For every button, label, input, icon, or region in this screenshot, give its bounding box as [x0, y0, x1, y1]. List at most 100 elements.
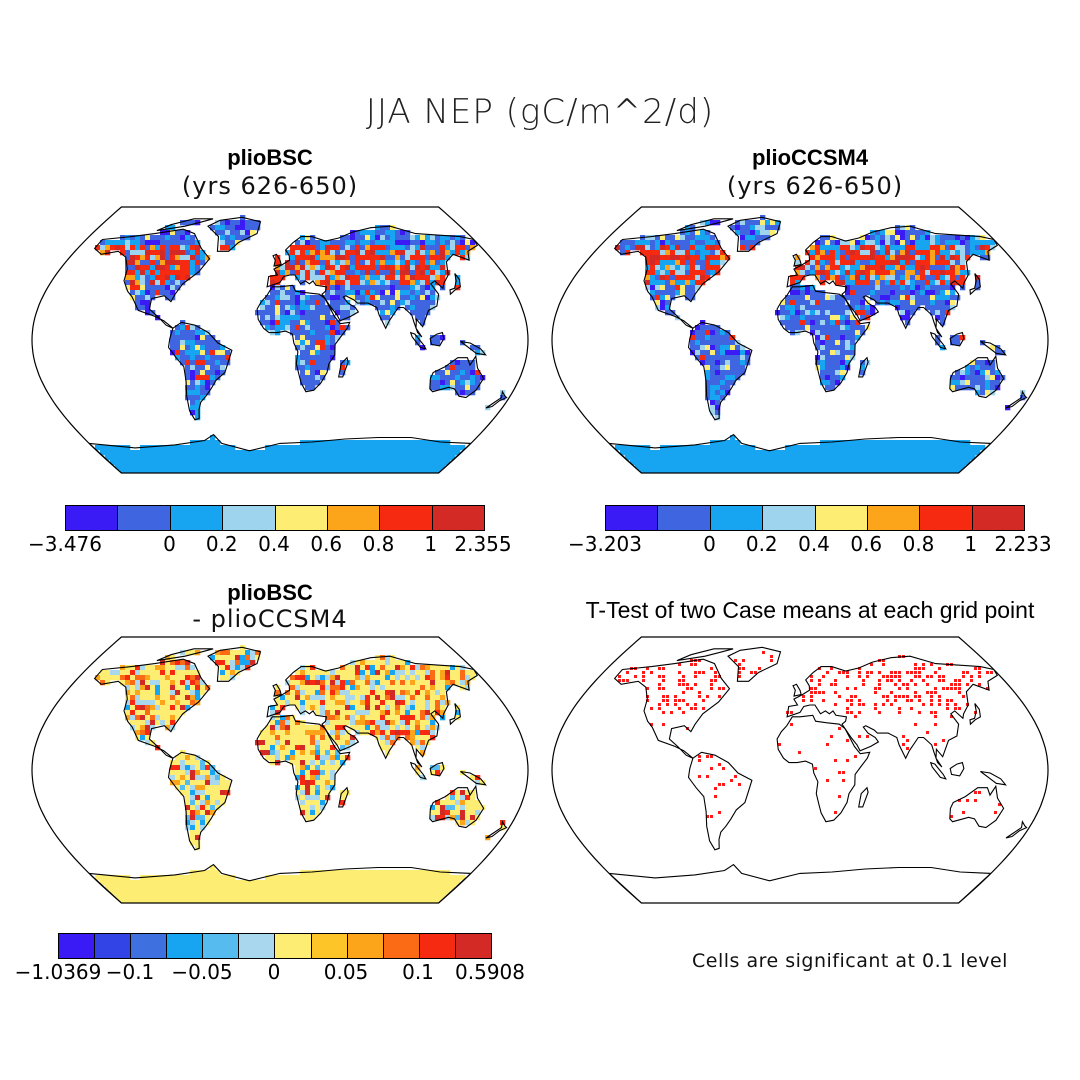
panel1-map-cell	[170, 270, 176, 276]
panel2-map-cell	[665, 260, 671, 266]
panel1-map-coastline-africa	[256, 284, 351, 393]
panel3-map-cell	[330, 705, 336, 711]
panel2-map-cell	[745, 350, 751, 356]
panel3-map-cell	[145, 730, 151, 736]
panel2-map-cell	[820, 375, 826, 381]
panel1-map-cell	[195, 240, 201, 246]
panel2-map-cell	[895, 240, 901, 246]
panel1-map-cell	[330, 265, 336, 271]
panel2-map-cell	[800, 305, 806, 311]
panel3-map-cell	[290, 700, 296, 706]
panel3-map-cell	[230, 900, 236, 903]
panel4-map-signif-cell	[682, 683, 685, 686]
panel3-map-cell	[320, 790, 326, 796]
panel3-map-cell	[470, 815, 476, 821]
panel3-map-cell	[170, 675, 176, 681]
panel2-map-cell	[870, 280, 876, 286]
panel1-map-cell	[370, 285, 376, 291]
panel1-map-cell	[100, 250, 106, 256]
panel3-map-cell	[410, 900, 416, 903]
panel2-map-cell	[925, 455, 931, 461]
panel3-map-cell	[175, 685, 181, 691]
panel3-map-cell	[140, 710, 146, 716]
panel3-map-cell	[195, 840, 201, 846]
panel1-map-cell	[395, 470, 401, 473]
panel2-map-cell	[975, 375, 981, 381]
panel1-map-cell	[330, 470, 336, 473]
panel1-map-cell	[190, 390, 196, 396]
panel3-map-cell	[285, 895, 291, 901]
panel2-map-cell	[950, 465, 956, 471]
panel1-map-cell	[125, 235, 131, 241]
panel2-map-cell	[795, 270, 801, 276]
panel1-map-cell	[300, 305, 306, 311]
panel2-map-cell	[730, 370, 736, 376]
panel1-map-cell	[320, 445, 326, 451]
panel1-map-cell	[440, 255, 446, 261]
panel2-map-cell	[845, 240, 851, 246]
panel3-map-cell	[390, 900, 396, 903]
panel1-map-cell	[385, 315, 391, 321]
panel1-map-cell	[400, 260, 406, 266]
panel3-map-cell	[415, 690, 421, 696]
panel2-map-cell	[710, 350, 716, 356]
panel3-map-cell	[190, 755, 196, 761]
panel2-map-cell	[830, 375, 836, 381]
panel2-map-cell	[820, 370, 826, 376]
panel2-map-cell	[640, 250, 646, 256]
panel3-map-cell	[320, 765, 326, 771]
panel3-map-cell	[395, 710, 401, 716]
panel1-map-cell	[275, 450, 281, 456]
panel1-map-cell	[185, 460, 191, 466]
panel2-map-cell	[805, 260, 811, 266]
panel2-map-cell	[815, 295, 821, 301]
panel1-map-cell	[110, 460, 116, 466]
panel1-map-cell	[205, 340, 211, 346]
panel1-map-cell	[410, 310, 416, 316]
panel1-map-cell	[350, 240, 356, 246]
panel2-map-cell	[750, 465, 756, 471]
panel2-map-cell	[785, 300, 791, 306]
panel2-map-cell	[935, 275, 941, 281]
panel2-map-cell	[885, 450, 891, 456]
panel3-map-cell	[310, 755, 316, 761]
panel3-map-cell	[180, 890, 186, 896]
panel3-map-cell	[255, 900, 261, 903]
panel1-map-cell	[250, 230, 256, 236]
panel2-map-cell	[895, 280, 901, 286]
panel2-map-cell	[835, 245, 841, 251]
panel1-map-cell	[355, 460, 361, 466]
panel3-map-cell	[190, 880, 196, 886]
panel2-map-cell	[945, 285, 951, 291]
panel3-map-cell	[385, 870, 391, 876]
panel2-map-cell	[695, 460, 701, 466]
panel1-map-cell	[125, 255, 131, 261]
panel1-map-cell	[380, 280, 386, 286]
panel1-map-cell	[415, 275, 421, 281]
panel3-map-cell	[390, 715, 396, 721]
panel1-map-cell	[425, 465, 431, 471]
panel3-map-cell	[420, 680, 426, 686]
panel3-map-cell	[220, 675, 226, 681]
panel2-map-cell	[795, 315, 801, 321]
panel3-map-cell	[195, 830, 201, 836]
panel1-map-cell	[305, 315, 311, 321]
panel3-map-cell	[350, 715, 356, 721]
panel1-map-cell	[450, 370, 456, 376]
panel1-map-cell	[275, 315, 281, 321]
panel3-map-cell	[130, 670, 136, 676]
panel1-map-cell	[230, 240, 236, 246]
panel1-map-cell	[300, 250, 306, 256]
panel1-map-cell	[145, 280, 151, 286]
panel2-map-cell	[655, 295, 661, 301]
panel3-map-cell	[380, 895, 386, 901]
panel3-map-cell	[295, 880, 301, 886]
panel3-map-cell	[165, 665, 171, 671]
panel1-map-cell	[140, 290, 146, 296]
panel3-map-cell	[280, 730, 286, 736]
panel1-map-cell	[245, 465, 251, 471]
panel2-map-cell	[725, 360, 731, 366]
panel3-map-cell	[285, 880, 291, 886]
panel1-map-cell	[130, 285, 136, 291]
panel2-map-cell	[925, 445, 931, 451]
